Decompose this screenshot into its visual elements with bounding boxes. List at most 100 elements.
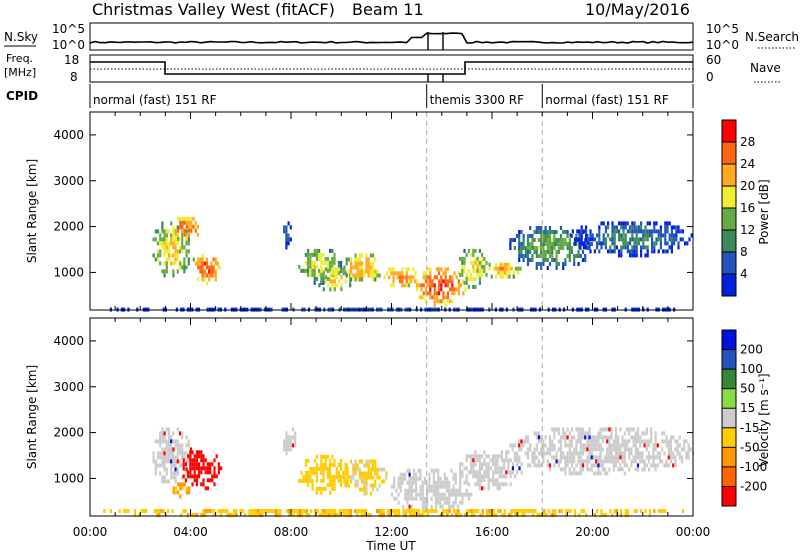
velocity-cell: [516, 513, 519, 517]
power-cell: [584, 254, 587, 258]
velocity-cell: [345, 479, 348, 484]
power-cell: [335, 275, 339, 280]
velocity-cell: [406, 509, 409, 513]
power-cell: [529, 226, 532, 230]
power-cell: [478, 248, 481, 253]
power-cell: [214, 261, 217, 266]
velocity-cell: [498, 466, 501, 471]
power-cell: [350, 257, 353, 262]
power-cell: [424, 275, 427, 280]
velocity-cell: [185, 443, 188, 448]
velocity-cell: [526, 447, 530, 452]
velocity-cell: [600, 509, 603, 513]
velocity-cell: [559, 467, 563, 472]
power-cell: [659, 225, 662, 230]
velocity-cell: [448, 484, 451, 489]
velocity-cell: [419, 488, 422, 493]
velocity-cell: [437, 496, 440, 501]
power-cell: [474, 248, 477, 253]
power-cell: [372, 269, 375, 274]
power-cell: [670, 241, 673, 246]
velocity-cell: [634, 447, 637, 452]
velocity-cell: [170, 459, 173, 464]
velocity-cell: [478, 466, 481, 471]
velocity-cell: [365, 509, 368, 513]
velocity-cell: [450, 488, 453, 493]
velocity-cell: [165, 471, 168, 476]
velocity-cell: [417, 468, 420, 473]
velocity-cell: [511, 470, 514, 475]
velocity-cell: [544, 443, 547, 448]
power-cell: [174, 245, 177, 250]
power-cell: [540, 226, 543, 230]
velocity-cell: [354, 459, 357, 464]
velocity-cell: [500, 474, 503, 479]
velocity-cell: [167, 439, 171, 444]
power-cell: [688, 237, 691, 242]
power-cell: [522, 238, 525, 242]
velocity-cell: [363, 491, 366, 496]
velocity-cell: [487, 454, 490, 459]
power-cell: [497, 266, 500, 271]
power-cell: [662, 249, 665, 254]
velocity-cell: [507, 458, 510, 463]
power-cell: [152, 237, 155, 242]
velocity-cell: [408, 504, 411, 509]
power-cell: [611, 229, 614, 234]
power-cell: [422, 291, 425, 296]
power-cell: [313, 252, 316, 257]
velocity-cell: [261, 513, 264, 517]
power-cell: [659, 233, 662, 238]
velocity-cell: [340, 462, 343, 467]
velocity-cell: [430, 496, 433, 501]
velocity-cell: [588, 431, 591, 436]
velocity-cell: [419, 484, 422, 489]
power-cell: [401, 271, 404, 276]
velocity-cell: [647, 439, 651, 444]
velocity-cell: [476, 482, 479, 487]
velocity-cell: [179, 486, 182, 491]
velocity-colorbar-swatch: [722, 388, 736, 409]
velocity-cell: [430, 504, 433, 509]
power-cell: [598, 233, 601, 238]
velocity-cell: [127, 509, 130, 513]
velocity-cell: [645, 455, 648, 460]
power-cell: [555, 266, 558, 270]
velocity-cell: [687, 443, 690, 448]
power-cell: [407, 275, 410, 280]
power-cell: [174, 253, 177, 258]
velocity-cell: [609, 509, 612, 513]
velocity-cell: [170, 467, 173, 472]
velocity-cell: [540, 451, 543, 456]
power-ytick-label: 3000: [53, 174, 84, 188]
velocity-cell: [575, 443, 578, 448]
power-cell: [435, 267, 438, 272]
velocity-cell: [681, 509, 684, 513]
velocity-cell: [450, 492, 453, 497]
power-cell: [540, 254, 543, 258]
velocity-cell: [619, 447, 622, 452]
velocity-cell: [505, 458, 508, 463]
velocity-cell: [174, 443, 177, 448]
power-cell: [518, 258, 521, 262]
velocity-cell: [623, 459, 626, 464]
power-cell: [367, 273, 370, 278]
power-cell: [604, 241, 607, 246]
power-cell: [165, 249, 168, 254]
power-cell: [356, 261, 359, 266]
power-cell: [613, 237, 616, 242]
velocity-cell: [478, 482, 481, 487]
velocity-cell: [597, 431, 600, 436]
velocity-cell: [263, 509, 266, 513]
velocity-cell: [610, 447, 613, 452]
power-cell: [653, 241, 656, 246]
power-cell: [677, 245, 680, 250]
velocity-cell: [432, 484, 435, 489]
velocity-cell: [565, 513, 568, 517]
velocity-cell: [326, 454, 329, 459]
velocity-cell: [172, 463, 175, 468]
velocity-cell: [548, 435, 552, 440]
velocity-cell: [568, 451, 571, 456]
velocity-cell: [641, 431, 644, 436]
velocity-cell: [573, 435, 576, 440]
